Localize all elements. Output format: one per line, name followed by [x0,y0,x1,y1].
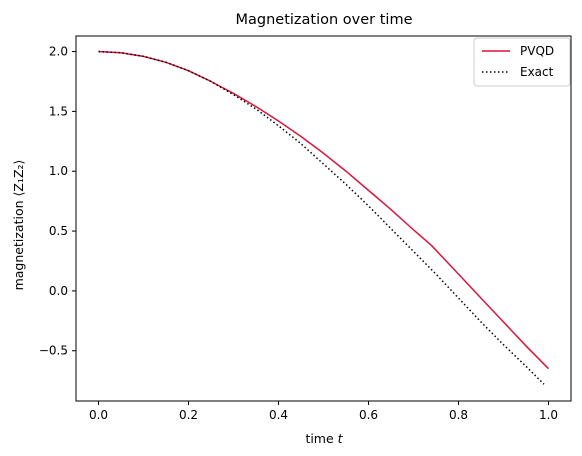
legend-label-pvqd: PVQD [520,44,554,58]
x-axis-label: time t [305,431,343,446]
legend: PVQD Exact [473,37,571,87]
axes-frame [75,35,572,402]
x-axis-label-variable: t [338,431,344,446]
x-tick-label: 0.6 [359,408,378,422]
x-tick-label: 0.2 [179,408,198,422]
y-tick-label: 1.5 [49,104,68,118]
x-axis-label-text: time [305,431,337,446]
x-tick-label: 1.0 [539,408,558,422]
legend-label-exact: Exact [520,65,554,79]
y-tick-label: 0.0 [49,284,68,298]
legend-box [473,37,571,87]
x-tick-label: 0.4 [269,408,288,422]
series-layer [98,50,550,385]
chart-title: Magnetization over time [235,12,412,28]
axes-layer: 0.0 0.2 0.4 0.6 0.8 1.0 −0.5 0.0 0.5 1.0 1.5 2.0 [39,35,572,422]
y-axis-label: magnetization ⟨Z₁Z₂⟩ [11,160,26,291]
series-line-exact [98,50,545,385]
y-tick-label: −0.5 [39,344,68,358]
x-tick-label: 0.0 [89,408,108,422]
y-tick-label: 1.0 [49,164,68,178]
x-tick-label: 0.8 [449,408,468,422]
y-tick-label: 2.0 [49,45,68,59]
y-tick-label: 0.5 [49,224,68,238]
